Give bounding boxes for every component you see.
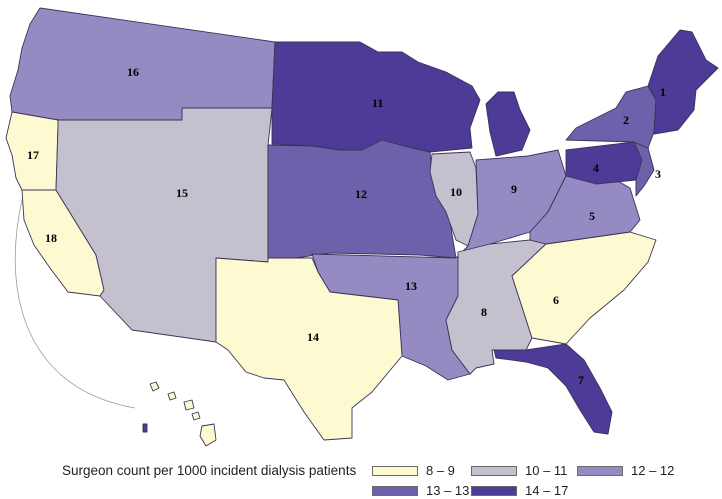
region-6[interactable] xyxy=(511,231,657,345)
region-7[interactable] xyxy=(493,343,613,435)
legend-label: 13 – 13 xyxy=(426,483,470,498)
region-10[interactable] xyxy=(429,151,479,247)
region-label: 17 xyxy=(27,148,39,162)
inset-boundary-line xyxy=(14,199,136,409)
legend-label: 10 – 11 xyxy=(525,463,568,478)
region-label: 3 xyxy=(655,167,661,181)
region-label: 12 xyxy=(355,187,367,201)
legend-item: 8 – 9 xyxy=(372,463,455,478)
region-label: 11 xyxy=(372,96,383,110)
region-1[interactable] xyxy=(647,29,719,135)
region-4[interactable] xyxy=(565,141,643,185)
region-14[interactable] xyxy=(215,257,403,441)
region-label: 13 xyxy=(405,279,417,293)
legend-label: 8 – 9 xyxy=(426,463,455,478)
legend-item: 12 – 12 xyxy=(577,463,674,478)
legend-label: 14 – 17 xyxy=(525,483,569,498)
legend-swatch xyxy=(372,465,418,476)
legend-swatch xyxy=(372,485,418,496)
legend-swatch xyxy=(471,485,517,496)
legend-item: 14 – 17 xyxy=(471,483,568,498)
map-legend: Surgeon count per 1000 incident dialysis… xyxy=(0,455,722,499)
region-label: 2 xyxy=(623,113,629,127)
legend-swatch xyxy=(471,465,517,476)
legend-item: 10 – 11 xyxy=(471,463,567,478)
region-label: 5 xyxy=(589,209,595,223)
region-label: 16 xyxy=(127,65,139,79)
region-label: 14 xyxy=(307,330,319,344)
hawaii-islands xyxy=(149,381,217,447)
legend-label: 12 – 12 xyxy=(631,463,675,478)
region-2[interactable] xyxy=(565,85,657,149)
region-label: 7 xyxy=(578,373,584,387)
region-label: 10 xyxy=(450,185,462,199)
legend-item: 13 – 13 xyxy=(372,483,469,498)
region-11-michigan[interactable] xyxy=(485,91,531,157)
region-12[interactable] xyxy=(267,139,457,263)
region-label: 18 xyxy=(45,231,57,245)
us-region-map: 1 2 3 4 5 6 7 8 9 10 11 12 13 14 15 16 1… xyxy=(5,7,719,447)
region-label: 4 xyxy=(593,161,599,175)
legend-swatch xyxy=(577,465,623,476)
region-label: 6 xyxy=(553,293,559,307)
region-3[interactable] xyxy=(633,141,655,197)
region-16[interactable] xyxy=(9,7,276,121)
alaska-marker xyxy=(142,423,148,433)
region-label: 1 xyxy=(660,85,666,99)
region-label: 15 xyxy=(176,186,188,200)
legend-title: Surgeon count per 1000 incident dialysis… xyxy=(62,463,357,478)
region-label: 9 xyxy=(511,182,517,196)
region-label: 8 xyxy=(481,305,487,319)
